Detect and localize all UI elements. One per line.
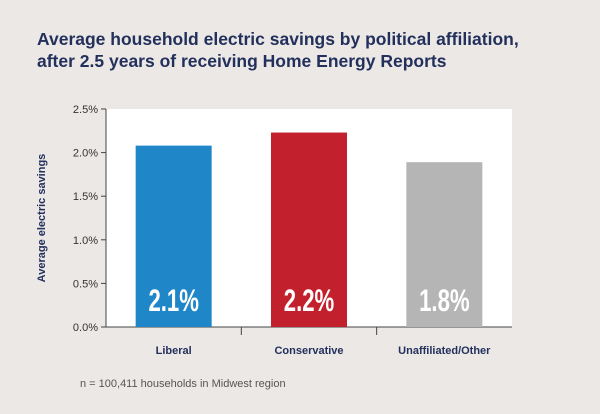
- bar-data-label: 1.8%: [419, 283, 469, 318]
- y-tick-label: 1.0%: [73, 235, 98, 247]
- y-tick-label: 2.0%: [73, 148, 98, 160]
- y-tick-label: 0.0%: [73, 322, 98, 334]
- x-tick-label: Conservative: [274, 345, 343, 357]
- x-tick-label: Unaffiliated/Other: [398, 345, 491, 357]
- y-tick-label: 0.5%: [73, 278, 98, 290]
- y-tick-label: 2.5%: [73, 104, 98, 116]
- bar-liberal: [135, 145, 212, 327]
- bar-data-label: 2.2%: [284, 283, 334, 318]
- chart-title: Average household electric savings by po…: [37, 28, 577, 72]
- y-axis-label: Average electric savings: [36, 154, 48, 283]
- chart-title-line-1: Average household electric savings by po…: [37, 29, 519, 49]
- chart-title-line-2: after 2.5 years of receiving Home Energy…: [37, 51, 447, 71]
- bar-unaffiliated-other: [406, 162, 483, 327]
- y-tick-label: 1.5%: [73, 191, 98, 203]
- x-tick-label: Liberal: [156, 345, 192, 357]
- footnote: n = 100,411 households in Midwest region: [80, 378, 286, 390]
- bar-conservative: [271, 132, 347, 327]
- bar-data-label: 2.1%: [148, 283, 198, 318]
